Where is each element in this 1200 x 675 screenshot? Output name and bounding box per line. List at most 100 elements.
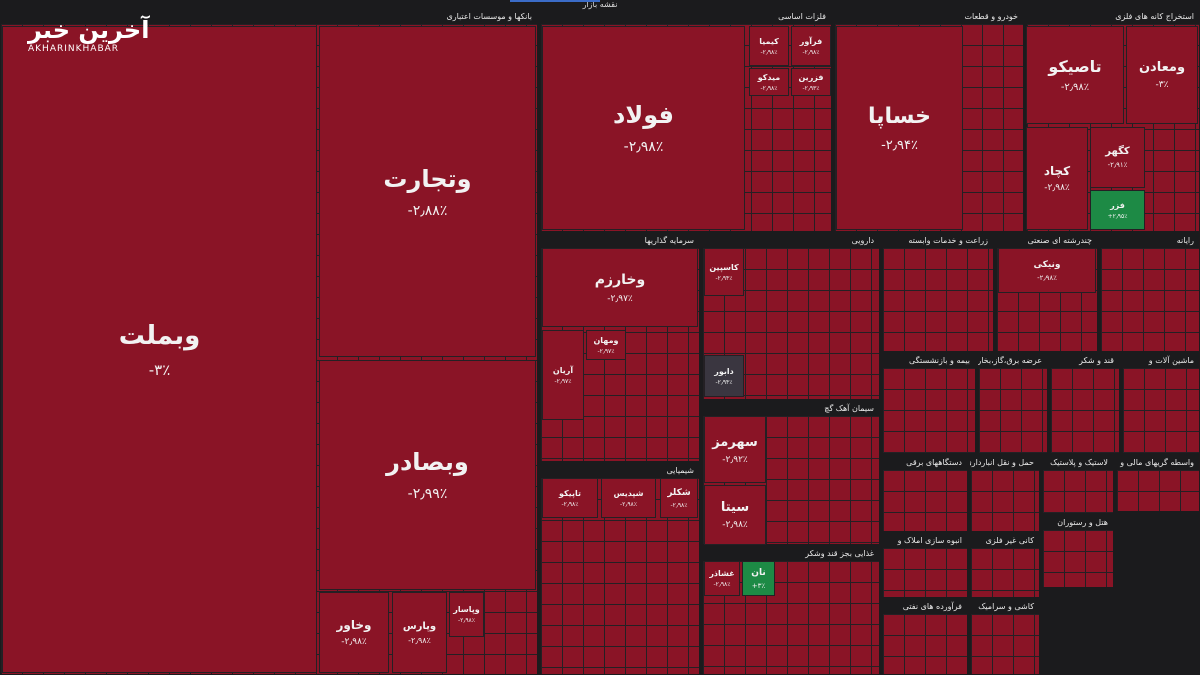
stock-tile: تاپیکو -۲٫۹۸٪ — [542, 478, 598, 518]
stock-name: وپارس — [402, 620, 437, 632]
stock-tile: غشاذر -۲٫۹۸٪ — [704, 561, 740, 596]
stock-change: -۲٫۹۱٪ — [1107, 161, 1128, 169]
stock-change: -۲٫۹۷٪ — [554, 377, 572, 385]
stock-tile: نان +۳٪ — [742, 561, 775, 596]
stock-tile: میدکو -۲٫۹۸٪ — [749, 68, 789, 96]
sector-title: شیمیایی — [540, 464, 700, 478]
stock-change: -۲٫۹۸٪ — [802, 48, 820, 56]
stock-name: آریان — [552, 365, 574, 375]
stock-tile: کگهر -۲٫۹۱٪ — [1090, 127, 1145, 188]
sector-title: غذایی بجز قند وشکر — [702, 547, 880, 561]
logo-text: آخرین خبر — [28, 16, 150, 44]
sector: کاشی و سرامیک — [970, 600, 1040, 675]
stock-change: -۲٫۹۸٪ — [1044, 183, 1070, 193]
stock-name: فزر — [1110, 200, 1125, 210]
stock-name: سیتا — [720, 500, 750, 515]
stock-change: -۲٫۹۳٪ — [802, 84, 820, 92]
stock-tile: فرآور -۲٫۹۸٪ — [791, 26, 831, 66]
stock-name: کچاد — [1043, 164, 1071, 178]
stock-name: کیمیا — [759, 36, 779, 46]
sector-title: دارویی — [702, 234, 880, 248]
sector-title: فلزات اساسی — [540, 10, 832, 24]
sector-title: رایانه — [1100, 234, 1200, 248]
stock-name: وبصادر — [386, 448, 469, 476]
stock-change: -۲٫۹۷٪ — [607, 293, 633, 304]
page-title: نقشه بازار — [582, 0, 618, 9]
stock-change: +۳٪ — [751, 581, 766, 590]
stock-tile: وتجارت -۲٫۸۸٪ — [319, 26, 536, 357]
sector-title: حمل و نقل انبارداری — [970, 456, 1040, 470]
sector-body — [883, 614, 967, 674]
sector-title: عرضه برق،گاز،بخار و آب — [978, 354, 1048, 368]
sector-title: قند و شکر — [1050, 354, 1120, 368]
sector-title: استخراج کانه های فلزی — [1026, 10, 1200, 24]
stock-change: -۲٫۹۹٪ — [407, 486, 448, 502]
stock-name: تاپیکو — [559, 488, 581, 498]
stock-tile: کاسپین -۲٫۹۴٪ — [704, 248, 744, 296]
stock-tile: وخاور -۲٫۹۸٪ — [319, 592, 389, 673]
stock-tile: سهرمز -۲٫۹۲٪ — [704, 416, 766, 483]
sector-title: زراعت و خدمات وابسته — [882, 234, 994, 248]
sector-title: انبوه سازی املاک و — [882, 534, 968, 548]
sector-body — [971, 470, 1039, 531]
sector: عرضه برق،گاز،بخار و آب — [978, 354, 1048, 454]
sector-body — [1101, 248, 1199, 351]
stock-tile: ونیکی -۲٫۹۸٪ — [998, 248, 1096, 293]
stock-tile: سیتا -۲٫۹۸٪ — [704, 485, 766, 545]
sector-title: واسطه گریهای مالی و — [1116, 456, 1200, 470]
stock-name: وپاسار — [453, 605, 480, 614]
stock-tile: وپارس -۲٫۹۸٪ — [392, 592, 447, 673]
stock-name: کاسپین — [709, 262, 739, 272]
stock-name: ونیکی — [1033, 259, 1061, 270]
stock-tile: فزرین -۲٫۹۳٪ — [791, 68, 831, 96]
sector: فرآورده های نفتی — [882, 600, 968, 675]
logo: آخرین خبر AKHARINKHABAR — [28, 16, 149, 54]
sector: واسطه گریهای مالی و — [1116, 456, 1200, 512]
stock-name: غشاذر — [709, 569, 735, 578]
sector-title: کاشی و سرامیک — [970, 600, 1040, 614]
sector-body — [971, 548, 1039, 597]
stock-change: -۲٫۹۸٪ — [341, 637, 367, 647]
stock-tile: وپاسار -۲٫۹۸٪ — [449, 592, 484, 637]
sector-title: بیمه و بازنشستگی — [882, 354, 976, 368]
stock-change: -۳٪ — [1155, 80, 1169, 90]
stock-change: -۲٫۹۴٪ — [881, 137, 918, 153]
sector: لاستیک و پلاستیک — [1042, 456, 1114, 514]
stock-change: -۲٫۹۸٪ — [760, 84, 778, 92]
sector-body — [883, 248, 993, 351]
stock-change: -۲٫۹۸٪ — [1037, 273, 1057, 282]
stock-change: -۲٫۹۸٪ — [670, 501, 688, 509]
stock-change: -۲٫۹۴٪ — [715, 378, 733, 386]
stock-name: ومعادن — [1138, 60, 1186, 75]
stock-name: شکلر — [667, 487, 691, 498]
sector-title: لاستیک و پلاستیک — [1042, 456, 1114, 470]
sector-title: سرمایه گذاریها — [540, 234, 700, 248]
sector-body — [1043, 530, 1113, 587]
stock-name: سهرمز — [712, 434, 758, 450]
stock-tile: وخارزم -۲٫۹۷٪ — [542, 248, 698, 327]
sector-body — [1043, 470, 1113, 513]
stock-tile: آریان -۲٫۹۷٪ — [542, 330, 584, 420]
stock-tile: کیمیا -۲٫۹۸٪ — [749, 26, 789, 66]
stock-change: -۲٫۹۸٪ — [619, 500, 637, 508]
stock-change: -۲٫۹۸٪ — [1060, 82, 1090, 93]
sector: زراعت و خدمات وابسته — [882, 234, 994, 352]
sector-title: چندرشته ای صنعتی — [996, 234, 1098, 248]
stock-change: -۲٫۹۴٪ — [715, 274, 733, 282]
stock-change: -۲٫۹۷٪ — [597, 347, 615, 355]
sector: رایانه — [1100, 234, 1200, 352]
sector: بیمه و بازنشستگی — [882, 354, 976, 454]
sector-title: ماشین آلات و — [1122, 354, 1200, 368]
stock-tile: ومعادن -۳٪ — [1126, 26, 1198, 124]
stock-name: تاصیکو — [1048, 57, 1102, 76]
stock-change: -۲٫۹۲٪ — [722, 454, 748, 465]
stock-tile: ومهان -۲٫۹۷٪ — [586, 330, 626, 360]
stock-tile: دابور -۲٫۹۴٪ — [704, 355, 744, 397]
stock-change: -۲٫۹۸٪ — [722, 520, 748, 530]
sector-body — [883, 548, 967, 597]
stock-tile: وبصادر -۲٫۹۹٪ — [319, 360, 536, 590]
stock-change: -۲٫۹۸٪ — [760, 48, 778, 56]
stock-tile: خساپا -۲٫۹۴٪ — [836, 26, 963, 230]
stock-name: فزرین — [798, 72, 824, 82]
stock-name: وتجارت — [383, 164, 472, 193]
